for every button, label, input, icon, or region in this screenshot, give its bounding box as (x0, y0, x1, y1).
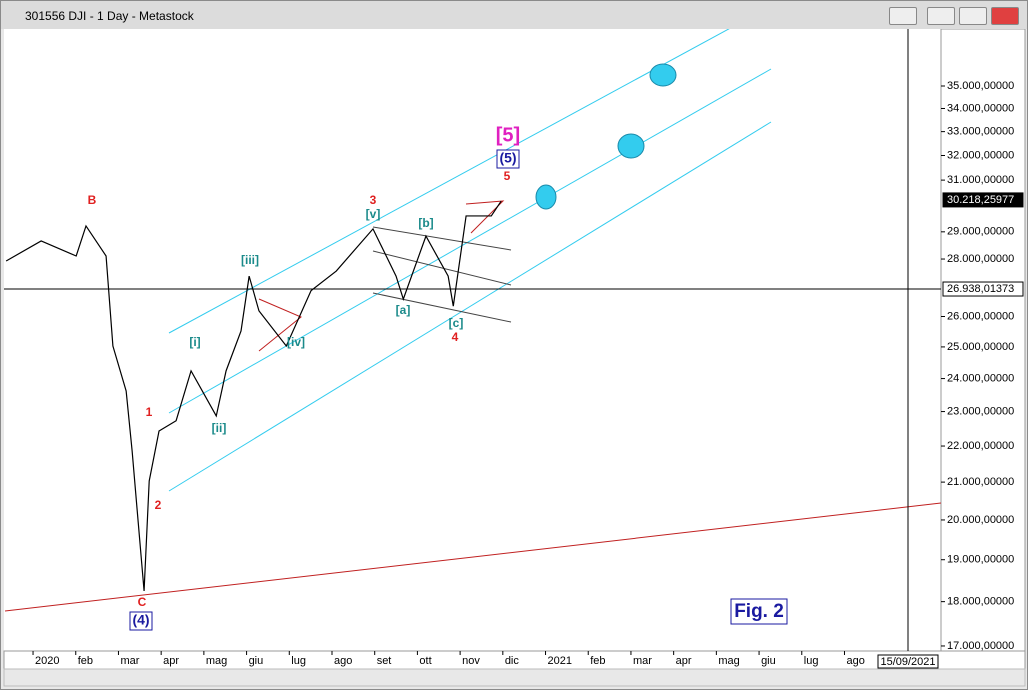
x-tick-label: nov (462, 655, 480, 667)
x-tick-label: feb (78, 655, 93, 667)
wave-label: 4 (452, 330, 459, 344)
x-tick-label: dic (505, 655, 520, 667)
wave-label: [b] (418, 216, 433, 230)
close-button[interactable] (991, 7, 1019, 25)
y-tick-label: 20.000,00000 (947, 514, 1014, 526)
chart: 15/09/2021 Fig. 2 17.000,00000 18.000,000… (3, 29, 1026, 687)
price-box (942, 281, 1024, 297)
target (649, 63, 677, 87)
channel-line (372, 292, 512, 323)
cursor-date: 15/09/2021 (880, 656, 935, 668)
x-tick-label: lug (804, 655, 819, 667)
y-tick-label: 22.000,00000 (947, 440, 1014, 452)
target (617, 133, 645, 159)
y-tick-label: 24.000,00000 (947, 372, 1014, 384)
y-tick-label: 35.000,00000 (947, 80, 1014, 92)
y-tick-label: 29.000,00000 (947, 226, 1014, 238)
x-tick-label: 2021 (548, 655, 572, 667)
x-tick-label: 2020 (35, 655, 59, 667)
wave-label: [c] (449, 316, 464, 330)
x-tick-label: set (377, 655, 392, 667)
channel-line (168, 29, 730, 334)
price-box (942, 192, 1024, 208)
y-tick-label: 19.000,00000 (947, 554, 1014, 566)
wave-label: C (138, 595, 147, 609)
x-tick-label: mar (633, 655, 652, 667)
wave-label: [ii] (212, 421, 227, 435)
minimize-button[interactable] (927, 7, 955, 25)
y-tick-label: 31.000,00000 (947, 174, 1014, 186)
title-bar: 301556 DJI - 1 Day - Metastock (1, 1, 1027, 29)
window-button[interactable] (889, 7, 917, 25)
x-tick-label: apr (163, 655, 179, 667)
y-tick-label: 32.000,00000 (947, 149, 1014, 161)
y-tick-label: 26.000,00000 (947, 310, 1014, 322)
maximize-button[interactable] (959, 7, 987, 25)
x-tick-label: ago (334, 655, 352, 667)
y-tick-label: 28.000,00000 (947, 253, 1014, 265)
y-tick-label: 18.000,00000 (947, 596, 1014, 608)
triangle (258, 298, 302, 352)
y-tick-label: 33.000,00000 (947, 126, 1014, 138)
price-axis (940, 29, 1026, 652)
annotation-box (129, 611, 153, 631)
x-tick-label: feb (590, 655, 605, 667)
wave-label: [5] (496, 124, 520, 146)
trend-line (4, 502, 942, 612)
y-tick-label: 17.000,00000 (947, 640, 1014, 652)
channel-line (168, 121, 772, 492)
wave-label: (5) (499, 150, 516, 166)
x-tick-label: ago (846, 655, 864, 667)
wave-label: 5 (504, 169, 511, 183)
price-label: 26.938,01373 (947, 283, 1014, 295)
triangle (465, 200, 505, 234)
wave-label: [iii] (241, 253, 259, 267)
wave-label: 1 (146, 405, 153, 419)
wave-label: [i] (189, 335, 200, 349)
x-tick-label: mag (206, 655, 227, 667)
x-tick-label: mar (120, 655, 139, 667)
price-label: 30.218,25977 (947, 194, 1014, 206)
price-line (5, 200, 502, 591)
cursor-date-box (877, 654, 939, 669)
channel-line (372, 250, 512, 286)
target (535, 184, 557, 210)
scrollbar[interactable] (3, 668, 1026, 687)
window-title: 301556 DJI - 1 Day - Metastock (25, 9, 194, 23)
y-tick-label: 34.000,00000 (947, 102, 1014, 114)
wave-label: 2 (155, 498, 162, 512)
wave-label: (4) (132, 612, 149, 628)
x-tick-label: lug (291, 655, 306, 667)
y-tick-label: 21.000,00000 (947, 476, 1014, 488)
y-tick-label: 25.000,00000 (947, 341, 1014, 353)
channel-line (168, 68, 772, 414)
x-tick-label: apr (676, 655, 692, 667)
figure-box (730, 598, 788, 625)
x-tick-label: ott (419, 655, 431, 667)
x-tick-label: mag (718, 655, 739, 667)
y-tick-label: 23.000,00000 (947, 405, 1014, 417)
x-tick-label: giu (761, 655, 776, 667)
x-tick-label: giu (249, 655, 264, 667)
wave-label: [iv] (287, 335, 305, 349)
wave-label: B (88, 193, 97, 207)
wave-label: [a] (396, 303, 411, 317)
figure-label: Fig. 2 (734, 601, 784, 622)
plot-area (4, 29, 941, 651)
wave-label: [v] (366, 207, 381, 221)
wave-label: 3 (370, 193, 377, 207)
channel-line (372, 226, 512, 251)
annotation-box (496, 149, 520, 169)
